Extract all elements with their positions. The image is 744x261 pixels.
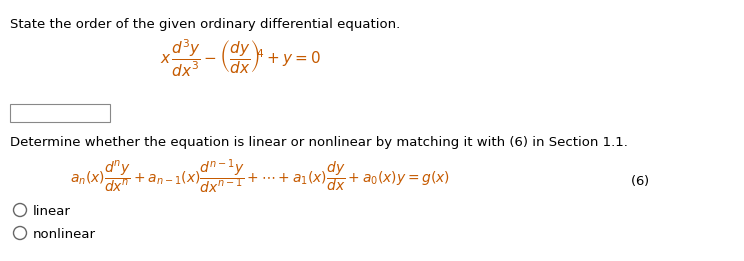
Text: linear: linear [33,205,71,218]
Text: $x\,\dfrac{d^3y}{dx^3} - \left(\dfrac{dy}{dx}\right)^{\!\!4} + y = 0$: $x\,\dfrac{d^3y}{dx^3} - \left(\dfrac{dy… [160,38,321,79]
Text: $a_n(x)\dfrac{d^ny}{dx^n} + a_{n-1}(x)\dfrac{d^{n-1}y}{dx^{n-1}} + \cdots + a_1(: $a_n(x)\dfrac{d^ny}{dx^n} + a_{n-1}(x)\d… [70,157,450,195]
Text: Determine whether the equation is linear or nonlinear by matching it with (6) in: Determine whether the equation is linear… [10,136,628,149]
Text: nonlinear: nonlinear [33,228,96,241]
Text: $(6)$: $(6)$ [630,173,650,188]
Circle shape [13,227,27,240]
Text: State the order of the given ordinary differential equation.: State the order of the given ordinary di… [10,18,400,31]
Bar [10,104,110,122]
Circle shape [13,204,27,217]
